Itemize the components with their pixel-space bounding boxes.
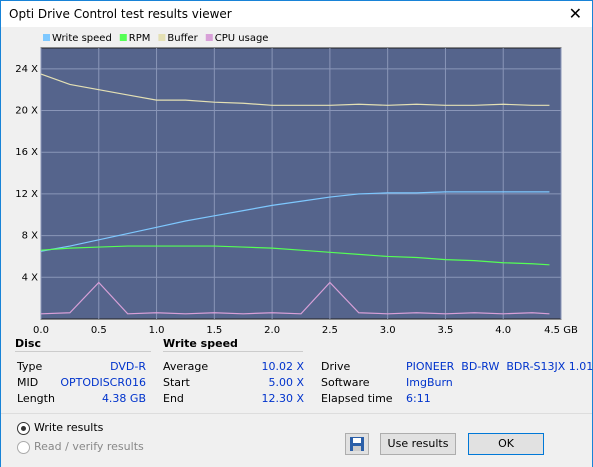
disc-heading: Disc	[15, 337, 41, 350]
title-bar: Opti Drive Control test results viewer ✕	[1, 1, 592, 27]
value: PIONEER BD-RW BDR-S13JX 1.01	[406, 360, 593, 373]
label: Length	[17, 392, 55, 405]
radio-label[interactable]: Write results	[34, 421, 104, 434]
use-results-button[interactable]: Use results	[380, 433, 456, 455]
value: 5.00 X	[268, 376, 304, 389]
x-tick-label: 2.5	[322, 325, 338, 336]
x-tick-label: 1.5	[206, 325, 222, 336]
x-tick-label: 4.5 GB	[544, 325, 578, 336]
value: 6:11	[406, 392, 431, 405]
legend-swatch	[119, 34, 127, 41]
y-tick-label: 24 X	[15, 64, 38, 75]
x-tick-label: 2.0	[264, 325, 280, 336]
ok-button[interactable]: OK	[468, 433, 544, 455]
label: End	[163, 392, 184, 405]
value: ImgBurn	[406, 376, 453, 389]
legend-label: Buffer	[167, 33, 198, 44]
value: OPTODISCR016	[60, 376, 146, 389]
save-icon	[350, 437, 364, 451]
legend-label: Write speed	[52, 33, 112, 44]
y-tick-label: 16 X	[15, 147, 38, 158]
x-tick-label: 3.0	[380, 325, 396, 336]
label: Elapsed time	[321, 392, 393, 405]
x-tick-label: 4.0	[495, 325, 511, 336]
x-tick-label: 0.5	[91, 325, 107, 336]
x-tick-label: 3.5	[437, 325, 453, 336]
save-button[interactable]	[345, 433, 369, 455]
series-line	[40, 281, 550, 315]
write-speed-heading: Write speed	[163, 337, 238, 350]
label: Average	[163, 360, 209, 373]
y-tick-label: 12 X	[15, 189, 38, 200]
value: DVD-R	[110, 360, 146, 373]
y-tick-label: 20 X	[15, 106, 38, 117]
separator	[163, 351, 303, 352]
label: Start	[163, 376, 190, 389]
y-tick-label: 8 X	[22, 231, 39, 242]
legend-label: CPU usage	[215, 33, 269, 44]
window-title: Opti Drive Control test results viewer	[9, 7, 232, 21]
plot-area	[40, 47, 562, 320]
value: 10.02 X	[261, 360, 304, 373]
x-tick-label: 1.0	[149, 325, 165, 336]
legend-label: RPM	[129, 33, 151, 44]
y-tick-label: 4 X	[22, 272, 39, 283]
radio[interactable]	[17, 441, 30, 454]
close-button[interactable]: ✕	[568, 4, 582, 23]
x-tick-label: 0.0	[33, 325, 49, 336]
chart: 4 X 8 X 12 X 16 X 20 X 24 X 0.0 0.5 1.0 1.5 2.0 2.5…	[15, 33, 578, 336]
series-line	[40, 73, 550, 106]
legend-swatch	[158, 34, 166, 41]
series-line	[40, 245, 550, 266]
label: MID	[17, 376, 39, 389]
legend-swatch	[205, 34, 213, 41]
radio[interactable]	[17, 422, 30, 435]
label: Software	[321, 376, 370, 389]
series-line	[40, 191, 550, 252]
value: 4.38 GB	[101, 392, 146, 405]
label: Type	[17, 360, 43, 373]
separator	[15, 351, 151, 352]
label: Drive	[321, 360, 351, 373]
legend-swatch	[43, 34, 50, 41]
value: 12.30 X	[261, 392, 304, 405]
radio-label[interactable]: Read / verify results	[34, 440, 144, 453]
